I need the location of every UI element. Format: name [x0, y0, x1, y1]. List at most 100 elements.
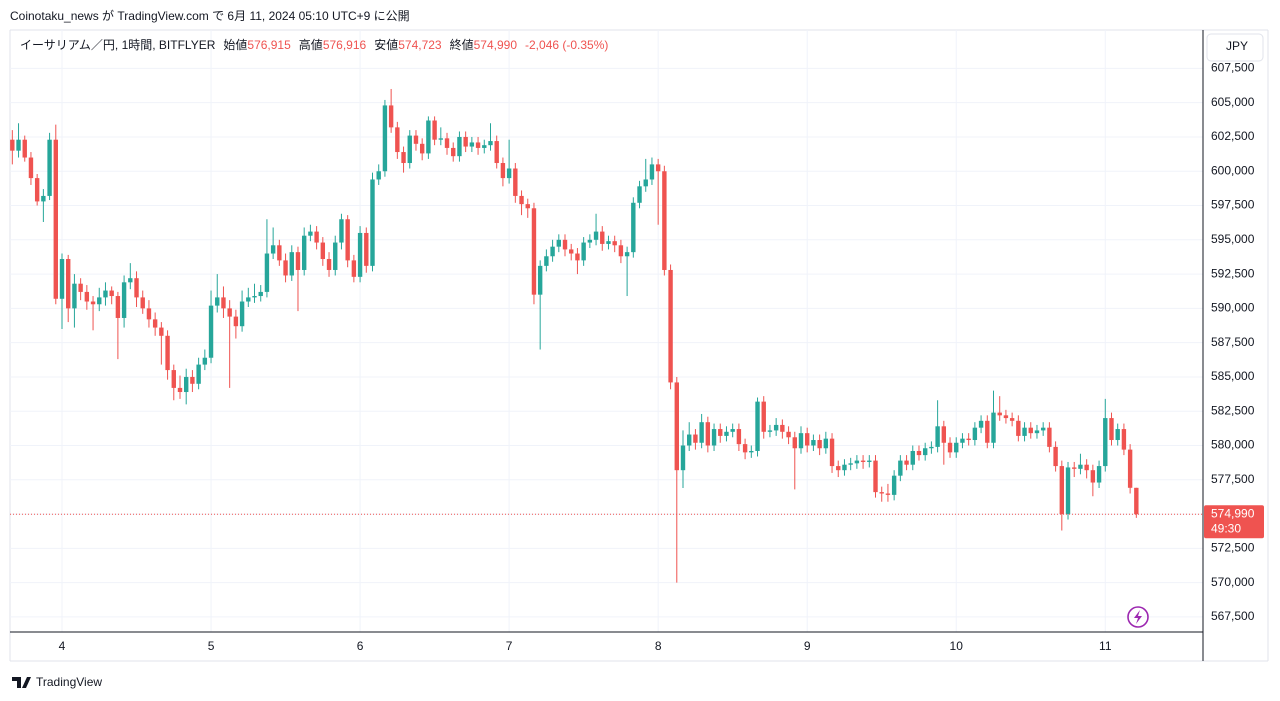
legend-label: 高値 [299, 37, 323, 52]
candle-body [593, 231, 599, 240]
y-tick-label: 595,000 [1211, 232, 1255, 246]
candle-body [388, 105, 394, 128]
candle-body [146, 308, 152, 320]
candle-body [264, 253, 270, 292]
candle-body [208, 305, 214, 358]
candle-body [600, 231, 605, 244]
candle-body [506, 168, 512, 179]
candle-body [699, 422, 704, 443]
candle-body [16, 139, 21, 151]
candle-body [885, 493, 891, 495]
candle-body [935, 426, 940, 447]
candle-body [997, 412, 1002, 416]
currency-button[interactable] [1206, 33, 1264, 62]
candle-body [829, 438, 835, 467]
candle-body [1040, 427, 1046, 431]
candle-body [805, 433, 810, 446]
y-tick-label: 592,500 [1211, 266, 1255, 280]
candle-body [978, 420, 984, 428]
candle-body [581, 242, 586, 261]
candle-body [587, 239, 593, 243]
candle-body [631, 202, 636, 253]
candle-body [798, 433, 804, 449]
candle-body [985, 420, 990, 443]
candle-body [140, 297, 145, 309]
currency[interactable]: JPY [1226, 39, 1248, 53]
legend: イーサリアム／円, 1時間, BITFLYER 始値576,915 高値576,91… [20, 37, 608, 52]
x-tick-label: 11 [1099, 639, 1112, 653]
candle-body [910, 450, 915, 465]
candle-body [848, 463, 853, 465]
candle-body [165, 335, 170, 371]
candle-body [929, 446, 934, 449]
candle-body [1115, 429, 1120, 441]
candle-body [109, 290, 114, 297]
candle-body [1016, 420, 1021, 436]
y-tick-label: 580,000 [1211, 438, 1255, 452]
candle-body [773, 424, 779, 431]
legend-label: 終値 [450, 37, 474, 52]
alert-icon[interactable] [1127, 606, 1149, 628]
candle-body [482, 145, 487, 148]
candle-body [382, 105, 388, 172]
candle-body [159, 327, 164, 336]
candle-body [295, 252, 301, 270]
candle-body [345, 219, 350, 261]
candle-body [308, 231, 313, 236]
candle-body [171, 370, 176, 388]
candle-body [972, 427, 978, 441]
candle-body [724, 431, 729, 436]
candle-body [947, 442, 953, 453]
candle-body [1078, 464, 1083, 469]
candle-body [662, 171, 667, 270]
candle-body [556, 239, 561, 247]
candle-body [351, 260, 357, 277]
x-tick-label: 4 [59, 639, 66, 653]
candle-body [475, 142, 481, 148]
candle-body [575, 253, 580, 261]
candle-body [10, 139, 15, 151]
x-tick-label: 6 [357, 639, 364, 653]
candle-body [879, 492, 884, 494]
candle-body [730, 429, 735, 432]
candle-body [444, 138, 450, 148]
legend-label: 安値 [374, 37, 398, 52]
candle-body [687, 434, 692, 446]
candle-body [1103, 418, 1108, 467]
candle-body [53, 139, 58, 299]
candle-body [519, 195, 524, 205]
y-tick-label: 597,500 [1211, 198, 1255, 212]
candle-body [97, 297, 102, 305]
candle-body [463, 136, 468, 147]
candle-body [215, 297, 220, 306]
candle-body [811, 440, 816, 446]
candle-body [668, 269, 673, 383]
candle-body [525, 204, 530, 209]
y-tick-label: 572,500 [1211, 541, 1255, 555]
candle-body [854, 460, 860, 464]
candle-body [705, 422, 711, 446]
candle-body [655, 164, 661, 172]
candle-body [339, 219, 344, 243]
candle-body [376, 171, 381, 180]
candle-body [59, 259, 65, 299]
x-tick-label: 7 [506, 639, 513, 653]
candle-body [1096, 466, 1102, 483]
publisher-line: Coinotaku_news が TradingView.com で 6月 11… [10, 8, 410, 23]
candle-body [270, 245, 276, 254]
candle-body [469, 142, 475, 147]
last-price-label: 574,990 [1211, 506, 1255, 520]
candle-body [562, 239, 568, 250]
candle-body [749, 450, 754, 453]
candle-body [395, 127, 400, 153]
candle-body [823, 438, 829, 449]
candle-body [233, 316, 239, 327]
candle-body [780, 424, 785, 432]
candle-body [301, 235, 307, 270]
candle-body [513, 168, 518, 196]
candle-body [898, 460, 903, 476]
candle-body [1022, 427, 1027, 436]
y-tick-label: 570,000 [1211, 575, 1255, 589]
candle-body [612, 241, 617, 246]
